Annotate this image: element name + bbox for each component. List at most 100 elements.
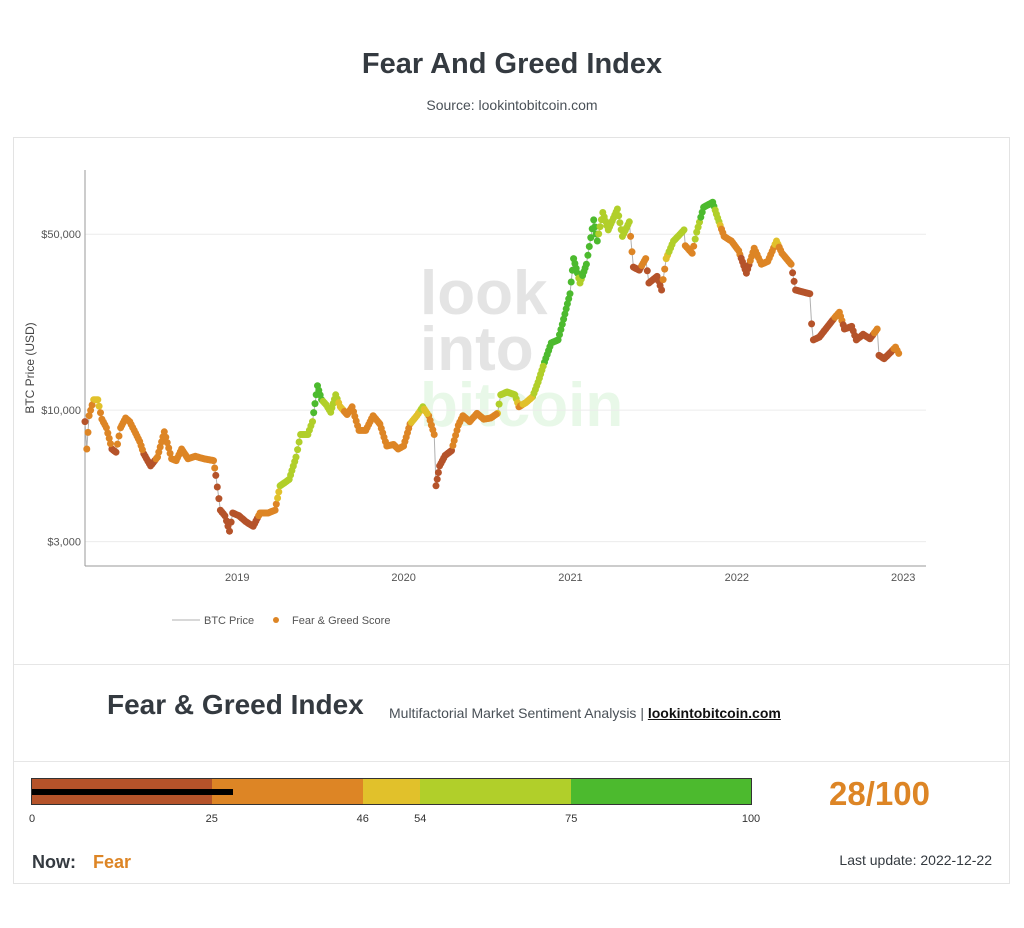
score-point (85, 412, 93, 420)
legend[interactable]: BTC Price Fear & Greed Score (172, 615, 390, 627)
score-point (553, 337, 561, 344)
score-point (453, 426, 461, 434)
score-point (105, 434, 113, 442)
divider-bottom (14, 761, 1009, 762)
score-point (311, 400, 319, 408)
score-point (275, 488, 283, 496)
score-point (698, 208, 706, 216)
gauge-segment (420, 779, 572, 804)
gauge-tick-label: 46 (356, 813, 369, 825)
score-point (405, 424, 413, 432)
score-point (114, 440, 121, 448)
score-point (627, 232, 635, 240)
score-point (446, 448, 454, 456)
gauge-segment (211, 779, 363, 804)
chart-card: look into bitcoin $3,000 $10,000 $50,000 20… (13, 137, 1010, 884)
score-point (81, 418, 89, 426)
legend-dot-swatch (273, 617, 279, 623)
score-point (212, 471, 220, 479)
index-subtitle: Multifactorial Market Sentiment Analysis… (389, 705, 781, 721)
score-point (213, 483, 221, 491)
score-point (585, 243, 593, 250)
score-value: 28/100 (829, 775, 930, 812)
y-tick-label: $50,000 (41, 229, 81, 241)
score-point (893, 346, 901, 354)
page-source: Source: lookintobitcoin.com (426, 97, 598, 113)
score-point (687, 248, 695, 256)
index-heading: Fear & Greed Index (107, 689, 364, 720)
gauge-tick-label: 54 (414, 813, 427, 825)
score-point (679, 228, 686, 236)
y-tick-label: $10,000 (41, 405, 81, 417)
score-point (227, 518, 235, 526)
score-point (624, 221, 632, 229)
last-update: Last update: 2022-12-22 (839, 852, 992, 868)
score-point (656, 282, 664, 289)
y-axis-label: BTC Price (USD) (23, 322, 37, 413)
source-link[interactable]: lookintobitcoin.com (647, 705, 781, 721)
score-point (166, 449, 174, 457)
score-point (587, 234, 595, 242)
score-point (615, 212, 623, 220)
score-point (294, 446, 302, 454)
gauge-tick-label: 100 (741, 813, 761, 825)
score-points (81, 198, 903, 535)
score-point (565, 295, 573, 303)
score-point (539, 362, 547, 370)
score-point (584, 251, 592, 259)
score-point (659, 276, 667, 284)
watermark-into: into (420, 315, 534, 384)
page-title: Fear And Greed Index (361, 48, 663, 80)
score-point (712, 210, 720, 218)
score-point (423, 410, 431, 417)
score-point (808, 320, 816, 328)
score-point (270, 507, 278, 515)
score-point (433, 475, 441, 483)
score-point (310, 409, 318, 417)
score-point (789, 269, 797, 277)
x-tick-label: 2021 (558, 572, 582, 584)
score-point (316, 391, 324, 399)
score-point (115, 432, 123, 440)
score-point (640, 257, 648, 265)
score-point (558, 320, 566, 328)
gauge-segment (571, 779, 751, 804)
score-point (284, 476, 292, 484)
score-point (104, 429, 112, 437)
score-point (432, 482, 440, 490)
x-tick-label: 2020 (391, 572, 415, 584)
score-point (162, 433, 170, 441)
score-point (593, 237, 601, 245)
score-point (434, 469, 442, 476)
gauge-segment (362, 779, 421, 804)
score-point (533, 382, 541, 390)
now-value: Fear (93, 852, 132, 872)
grid (85, 233, 926, 543)
watermark: look into bitcoin (420, 259, 623, 440)
x-tick-label: 2019 (225, 572, 249, 584)
score-point (107, 440, 114, 448)
score-point (88, 401, 96, 409)
score-point (101, 421, 109, 429)
legend-fear-greed-score[interactable]: Fear & Greed Score (292, 615, 390, 627)
legend-btc-price[interactable]: BTC Price (204, 615, 254, 627)
score-point (211, 464, 219, 472)
score-point (691, 235, 699, 243)
score-point (291, 458, 299, 466)
score-point (274, 494, 282, 502)
score-point (581, 264, 589, 272)
score-point (790, 277, 798, 285)
score-point (596, 223, 604, 231)
score-point (95, 402, 103, 410)
score-point (590, 216, 598, 224)
score-point (138, 446, 146, 454)
axes: $3,000 $10,000 $50,000 2019 2020 2021 2022 2023… (23, 170, 926, 584)
score-point (295, 438, 303, 446)
score-point (429, 426, 437, 434)
score-point (208, 456, 216, 464)
gauge-tick-label: 75 (565, 813, 578, 825)
score-point (84, 428, 92, 436)
price-chart: look into bitcoin $3,000 $10,000 $50,000 20… (23, 170, 926, 627)
score-point (152, 455, 160, 463)
x-tick-label: 2023 (891, 572, 915, 584)
